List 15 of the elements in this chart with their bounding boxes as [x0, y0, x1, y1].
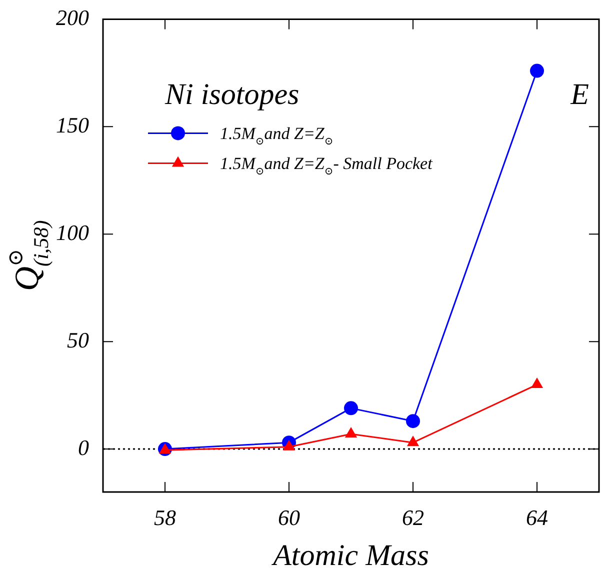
y-tick-label: 100 [56, 220, 89, 245]
legend-label: 1.5M⊙and Z=Z⊙- Small Pocket [220, 154, 434, 178]
y-tick-label: 150 [56, 112, 89, 138]
y-tick-label: 0 [78, 434, 89, 460]
x-axis-title: Atomic Mass [271, 539, 429, 572]
y-tick-label: 50 [67, 327, 89, 352]
y-tick-label: 200 [56, 4, 89, 30]
x-tick-label: 64 [526, 504, 548, 530]
annotation: E [570, 78, 590, 112]
y-axis-title: Q⊙(i,58) [4, 220, 54, 291]
legend-title: Ni isotopes [164, 78, 300, 112]
legend-label: 1.5M⊙and Z=Z⊙ [220, 124, 334, 148]
x-tick-label: 62 [402, 504, 424, 530]
x-tick-label: 58 [154, 504, 176, 530]
x-tick-label: 60 [278, 504, 300, 530]
